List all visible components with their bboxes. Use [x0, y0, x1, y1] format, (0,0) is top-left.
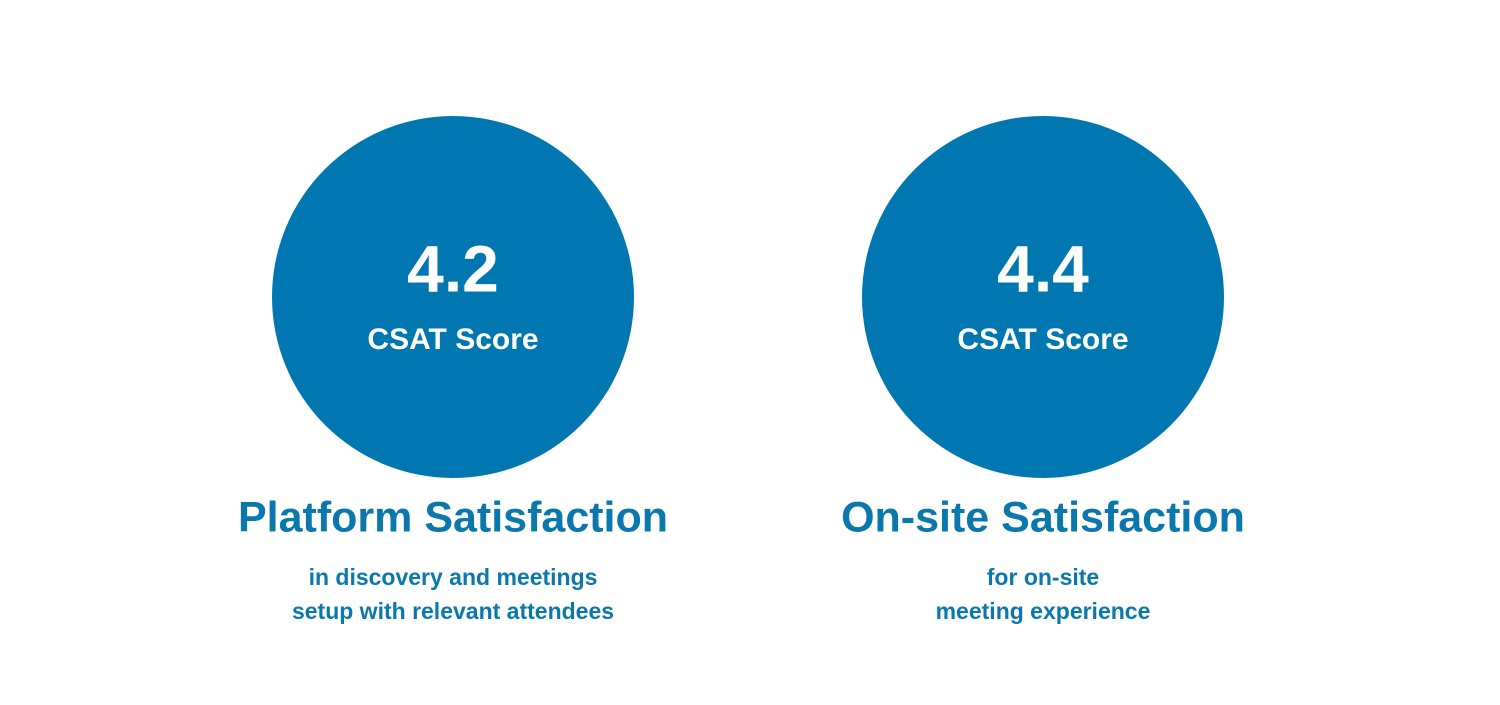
- score: 4.4: [997, 231, 1089, 305]
- card-description: in discovery and meetings: [309, 564, 598, 590]
- score-label: CSAT Score: [367, 323, 538, 356]
- card-title: Platform Satisfaction: [238, 493, 668, 541]
- card-title: On-site Satisfaction: [841, 493, 1245, 541]
- score-label: CSAT Score: [957, 323, 1128, 356]
- card-description: meeting experience: [936, 598, 1151, 624]
- score-circle: [862, 116, 1224, 478]
- score: 4.2: [407, 231, 499, 305]
- card-description: for on-site: [987, 564, 1099, 590]
- card-description: setup with relevant attendees: [292, 598, 614, 624]
- score-circle: [272, 116, 634, 478]
